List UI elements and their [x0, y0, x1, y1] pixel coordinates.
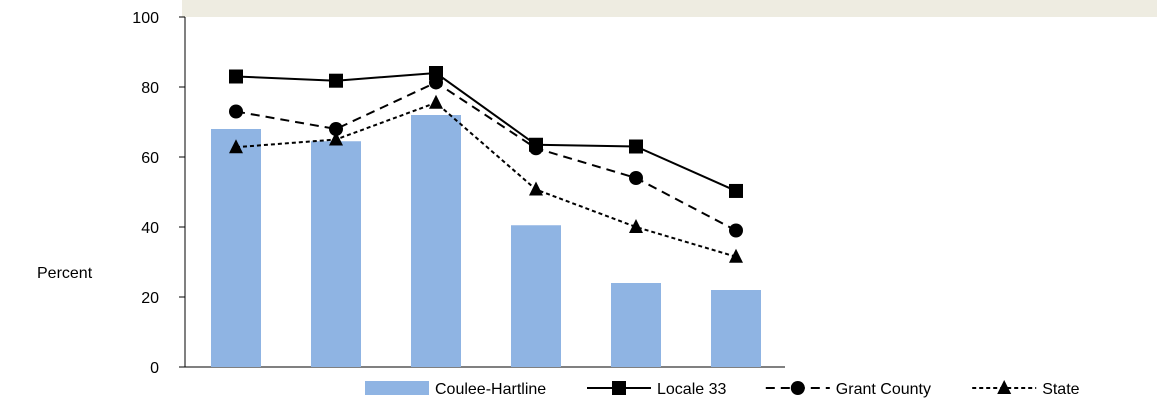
bar	[511, 225, 561, 367]
legend-marker	[790, 381, 805, 395]
bar	[611, 283, 661, 367]
data-point	[229, 69, 243, 84]
data-point	[329, 122, 343, 136]
legend-label: State	[1042, 381, 1079, 398]
data-point	[329, 73, 343, 88]
legend-marker	[612, 381, 626, 395]
data-point	[229, 104, 243, 119]
bar	[711, 290, 761, 367]
data-point	[529, 141, 543, 156]
y-tick-label: 20	[141, 290, 159, 307]
series-line	[235, 101, 737, 258]
data-point	[629, 171, 643, 185]
header-banner	[182, 0, 1157, 17]
legend-label: Grant County	[836, 381, 931, 398]
data-point	[729, 183, 743, 198]
legend-label: Coulee-Hartline	[435, 381, 546, 398]
series-line	[235, 81, 737, 232]
data-point	[429, 75, 443, 90]
y-tick-label: 40	[141, 220, 159, 237]
data-point	[629, 139, 643, 154]
y-axis-title: Percent	[37, 265, 93, 282]
series-line	[235, 71, 737, 192]
data-point	[729, 223, 743, 238]
y-tick-label: 60	[141, 150, 159, 167]
data-point	[229, 139, 243, 154]
bar	[311, 141, 361, 367]
data-point	[629, 219, 643, 233]
data-point	[329, 131, 343, 146]
data-point	[429, 94, 443, 109]
y-tick-label: 80	[141, 80, 159, 97]
bar	[211, 129, 261, 367]
legend-swatch	[365, 381, 429, 395]
y-tick-label: 0	[150, 360, 159, 377]
legend-marker	[997, 380, 1012, 394]
legend-label: Locale 33	[657, 381, 726, 398]
bar	[411, 115, 461, 367]
y-tick-label: 100	[132, 10, 159, 27]
data-point	[529, 181, 543, 196]
data-point	[729, 248, 743, 263]
